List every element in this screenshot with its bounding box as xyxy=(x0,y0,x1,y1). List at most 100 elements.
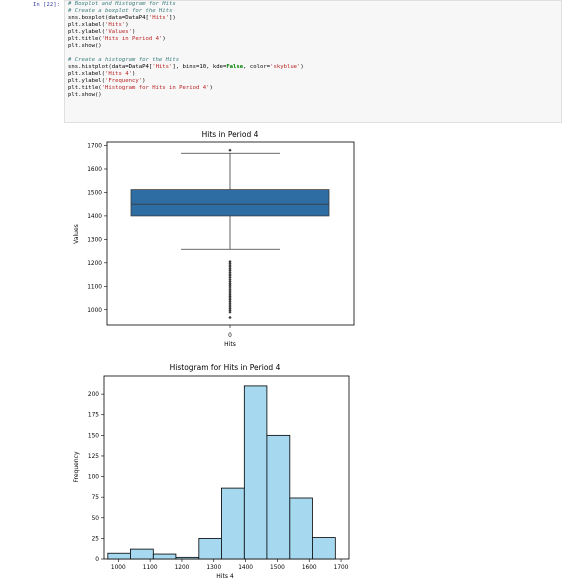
code-line: plt.title('Hits in Period 4') xyxy=(68,36,166,43)
outlier-point xyxy=(228,287,232,291)
code-token: # Boxplot and Histogram for Hits xyxy=(68,1,176,7)
boxplot-marks xyxy=(130,148,330,320)
histogram-y-axis: 0 25 50 75 100 125 150 175 200 xyxy=(88,392,104,563)
code-token: ) xyxy=(300,64,304,70)
code-token: ) xyxy=(132,71,136,77)
code-token: ) xyxy=(162,36,166,42)
code-token: plt.xlabel( xyxy=(68,22,106,28)
code-cell[interactable] xyxy=(64,0,562,123)
outlier-point xyxy=(228,148,232,152)
outlier-point xyxy=(228,270,232,274)
boxplot-y-tick-label: 1500 xyxy=(87,190,102,196)
boxplot-y-tick-label: 1600 xyxy=(87,167,102,173)
histogram-y-label: Frequency xyxy=(73,451,80,482)
code-token: ]) xyxy=(169,15,176,21)
code-token: plt.show() xyxy=(68,43,102,49)
histogram-bar xyxy=(312,537,336,560)
histogram-y-tick-label: 175 xyxy=(88,413,99,419)
histogram-bar xyxy=(175,556,200,560)
code-line: plt.xlabel('Hits') xyxy=(68,22,129,29)
code-token: ) xyxy=(142,78,146,84)
outlier-point xyxy=(228,293,232,297)
boxplot-y-tick-label: 1100 xyxy=(87,284,102,290)
code-token: plt.xlabel( xyxy=(68,71,106,77)
histogram-bar xyxy=(130,548,154,560)
outlier-point xyxy=(228,272,232,276)
code-token: False xyxy=(226,64,244,70)
code-token: ) xyxy=(125,22,129,28)
outlier-point xyxy=(228,265,232,269)
code-token: 'Values' xyxy=(105,29,132,35)
code-token: 'skyblue' xyxy=(270,64,301,70)
outlier-point xyxy=(228,310,232,314)
histogram-title: Histogram for Hits in Period 4 xyxy=(170,363,281,372)
outlier-point xyxy=(228,263,232,267)
outlier-point xyxy=(228,289,232,293)
code-token: ], bins=10, kde= xyxy=(172,64,227,70)
code-token: 'Hits in Period 4' xyxy=(101,36,163,42)
code-token: plt.title( xyxy=(68,36,102,42)
histogram-y-tick-label: 75 xyxy=(92,495,100,501)
histogram-y-tick-label: 100 xyxy=(88,475,99,481)
code-line: # Create a histogram for the Hits xyxy=(68,57,179,64)
boxplot-x-label: Hits xyxy=(224,341,236,348)
outlier-point xyxy=(228,305,232,309)
outlier-point xyxy=(228,306,232,311)
histogram-bar xyxy=(152,553,177,560)
histogram-bar xyxy=(107,552,131,560)
outlier-point xyxy=(228,296,232,300)
outlier-point xyxy=(228,268,232,272)
code-line: plt.ylabel('Frequency') xyxy=(68,78,145,85)
code-token: sns.boxplot(data=DataP4[ xyxy=(68,15,149,21)
outlier-point xyxy=(228,278,232,282)
histogram-bars xyxy=(107,385,336,560)
code-token: sns.histplot(data=DataP4[ xyxy=(68,64,153,70)
histogram-x-axis: 1000 1100 1200 1300 1400 1500 1600 1700 xyxy=(111,559,349,571)
code-line: plt.show() xyxy=(68,43,102,50)
code-line: plt.show() xyxy=(68,92,102,99)
code-line: plt.xlabel('Hits 4') xyxy=(68,71,135,78)
code-token: plt.show() xyxy=(68,92,102,98)
outlier-point xyxy=(228,301,232,305)
boxplot-y-tick-label: 1200 xyxy=(87,261,102,267)
histogram-bar xyxy=(221,487,245,560)
outlier-point xyxy=(228,294,232,298)
boxplot-y-axis: 1000 1100 1200 1300 1400 1500 1600 1700 xyxy=(87,144,231,328)
outlier-point xyxy=(228,283,232,287)
histogram-x-label: Hits 4 xyxy=(216,573,234,580)
boxplot-y-tick-label: 1700 xyxy=(87,144,102,150)
histogram-x-tick-label: 1000 xyxy=(111,565,126,571)
outlier-point xyxy=(228,298,232,302)
outlier-point xyxy=(228,279,232,284)
histogram-y-tick-label: 50 xyxy=(92,516,100,522)
outlier-point xyxy=(228,291,232,295)
code-line: # Boxplot and Histogram for Hits xyxy=(68,1,176,8)
histogram-y-tick-label: 125 xyxy=(88,454,99,460)
code-token: # Create a boxplot for the Hits xyxy=(68,8,173,14)
histogram-chart: Histogram for Hits in Period 4 0 25 50 75 10… xyxy=(73,363,350,580)
outlier-point xyxy=(228,261,232,265)
histogram-x-tick-label: 1300 xyxy=(206,565,221,571)
box-iqr xyxy=(130,189,330,217)
code-token: 'Frequency' xyxy=(105,78,143,84)
code-token: plt.ylabel( xyxy=(68,29,106,35)
outlier-point xyxy=(228,303,232,307)
code-token: 'Hits 4' xyxy=(105,71,132,77)
boxplot-y-tick-label: 1000 xyxy=(87,308,102,314)
histogram-x-tick-label: 1700 xyxy=(334,565,349,571)
histogram-x-tick-label: 1600 xyxy=(302,565,317,571)
code-token: plt.ylabel( xyxy=(68,78,106,84)
code-line: plt.title('Histogram for Hits in Period … xyxy=(68,85,213,92)
code-token: ) xyxy=(132,29,136,35)
histogram-bar xyxy=(289,497,313,560)
outlier-point xyxy=(228,276,232,280)
histogram-bar xyxy=(243,385,268,560)
code-token: # Create a histogram for the Hits xyxy=(68,57,180,63)
code-token: 'Hits' xyxy=(105,22,126,28)
boxplot-y-label: Values xyxy=(73,224,80,244)
outlier-point xyxy=(228,281,232,286)
boxplot-x-tick: 0 xyxy=(228,333,232,339)
histogram-y-tick-label: 25 xyxy=(92,536,100,542)
code-line: # Create a boxplot for the Hits xyxy=(68,8,172,15)
code-token: plt.title( xyxy=(68,85,102,91)
